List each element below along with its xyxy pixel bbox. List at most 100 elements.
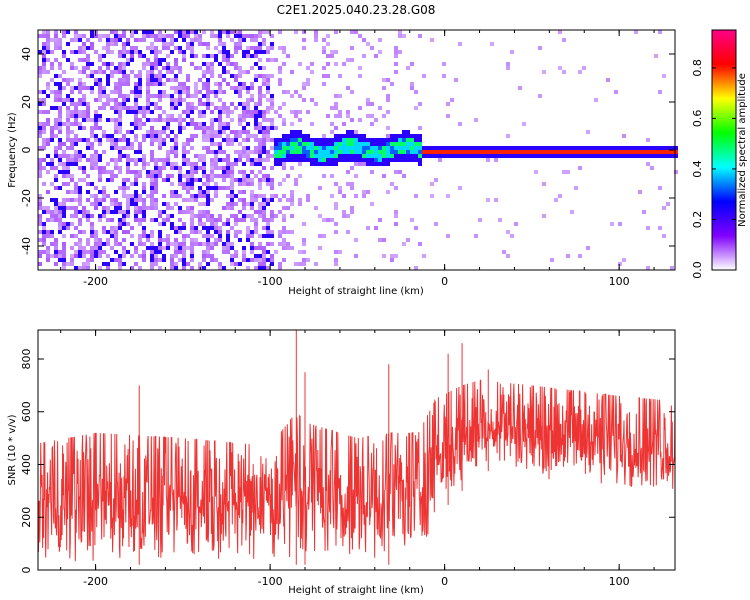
spectrogram-cell <box>110 234 114 238</box>
spectrogram-cell <box>370 122 374 126</box>
spectrogram-cell <box>42 126 46 130</box>
spectrogram-cell <box>238 198 242 202</box>
spectrogram-cell <box>262 134 266 138</box>
spectrogram-cell <box>266 202 270 206</box>
spectrogram-cell <box>206 230 210 234</box>
spectrogram-cell <box>162 74 166 78</box>
spectrogram-cell <box>94 166 98 170</box>
spectrogram-cell <box>578 254 582 258</box>
spectrogram-cell <box>150 126 154 130</box>
spectrogram-cell <box>126 210 130 214</box>
spectrogram-cell <box>174 118 178 122</box>
spectrogram-cell <box>98 174 102 178</box>
spectrogram-cell <box>194 198 198 202</box>
spectrogram-cell <box>210 134 214 138</box>
spectrogram-cell <box>278 114 282 118</box>
spectrogram-cell <box>230 118 234 122</box>
spectrogram-cell <box>94 98 98 102</box>
spectrogram-cell <box>174 230 178 234</box>
spectrogram-cell <box>154 182 158 186</box>
spectrogram-cell <box>258 210 262 214</box>
spectrogram-cell <box>478 154 482 158</box>
spectrogram-cell <box>422 150 426 154</box>
spectrogram-cell <box>170 242 174 246</box>
spectrogram-cell <box>146 174 150 178</box>
spectrogram-cell <box>342 154 346 158</box>
spectrogram-cell <box>210 102 214 106</box>
spectrogram-cell <box>134 198 138 202</box>
spectrogram-cell <box>126 194 130 198</box>
spectrogram-cell <box>162 42 166 46</box>
spectrogram-cell <box>318 158 322 162</box>
spectrogram-cell <box>38 214 42 218</box>
spectrogram-cell <box>142 122 146 126</box>
spectrogram-cell <box>262 42 266 46</box>
spectrogram-cell <box>154 102 158 106</box>
spectrogram-cell <box>178 94 182 98</box>
spectrogram-cell <box>510 234 514 238</box>
spectrogram-cell <box>502 154 506 158</box>
spectrogram-cell <box>238 34 242 38</box>
spectrogram-cell <box>158 114 162 118</box>
spectrogram-cell <box>78 190 82 194</box>
spectrogram-cell <box>138 254 142 258</box>
spectrogram-cell <box>286 154 290 158</box>
spectrogram-cell <box>170 254 174 258</box>
spectrogram-cell <box>398 134 402 138</box>
spectrogram-cell <box>238 170 242 174</box>
spectrogram-cell <box>282 146 286 150</box>
spectrogram-cell <box>94 206 98 210</box>
spectrogram-cell <box>586 130 590 134</box>
spectrogram-cell <box>566 154 570 158</box>
spectrogram-y-axis-label: Frequency (Hz) <box>7 112 18 188</box>
spectrogram-cell <box>174 162 178 166</box>
spectrogram-cell <box>178 30 182 34</box>
spectrogram-cell <box>342 194 346 198</box>
spectrogram-cell <box>574 154 578 158</box>
spectrogram-cell <box>326 142 330 146</box>
spectrogram-cell <box>166 34 170 38</box>
spectrogram-cell <box>262 174 266 178</box>
spectrogram-cell <box>310 138 314 142</box>
spectrogram-cell <box>190 162 194 166</box>
spectrogram-cell <box>234 234 238 238</box>
spectrogram-cell <box>502 146 506 150</box>
spectrogram-y-tick-label: -20 <box>20 189 33 207</box>
spectrogram-cell <box>110 226 114 230</box>
spectrogram-cell <box>234 254 238 258</box>
spectrogram-cell <box>90 166 94 170</box>
spectrogram-cell <box>78 246 82 250</box>
spectrogram-cell <box>130 198 134 202</box>
spectrogram-cell <box>182 110 186 114</box>
spectrogram-cell <box>274 146 278 150</box>
spectrogram-cell <box>234 214 238 218</box>
spectrogram-cell <box>182 238 186 242</box>
spectrogram-cell <box>154 94 158 98</box>
spectrogram-cell <box>42 34 46 38</box>
spectrogram-cell <box>250 82 254 86</box>
spectrogram-cell <box>66 198 70 202</box>
spectrogram-cell <box>174 242 178 246</box>
spectrogram-cell <box>298 174 302 178</box>
spectrogram-cell <box>230 254 234 258</box>
spectrogram-cell <box>342 134 346 138</box>
spectrogram-cell <box>162 258 166 262</box>
spectrogram-cell <box>278 230 282 234</box>
spectrogram-cell <box>262 142 266 146</box>
spectrogram-cell <box>126 62 130 66</box>
spectrogram-cell <box>230 38 234 42</box>
spectrogram-cell <box>286 198 290 202</box>
spectrogram-cell <box>90 142 94 146</box>
spectrogram-cell <box>150 258 154 262</box>
spectrogram-cell <box>258 258 262 262</box>
spectrogram-cell <box>62 142 66 146</box>
snr-x-tick-label: 0 <box>441 575 448 588</box>
spectrogram-cell <box>146 90 150 94</box>
spectrogram-cell <box>238 46 242 50</box>
spectrogram-cell <box>290 134 294 138</box>
spectrogram-cell <box>106 66 110 70</box>
spectrogram-cell <box>446 154 450 158</box>
spectrogram-cell <box>242 214 246 218</box>
spectrogram-cell <box>346 134 350 138</box>
spectrogram-cell <box>198 126 202 130</box>
